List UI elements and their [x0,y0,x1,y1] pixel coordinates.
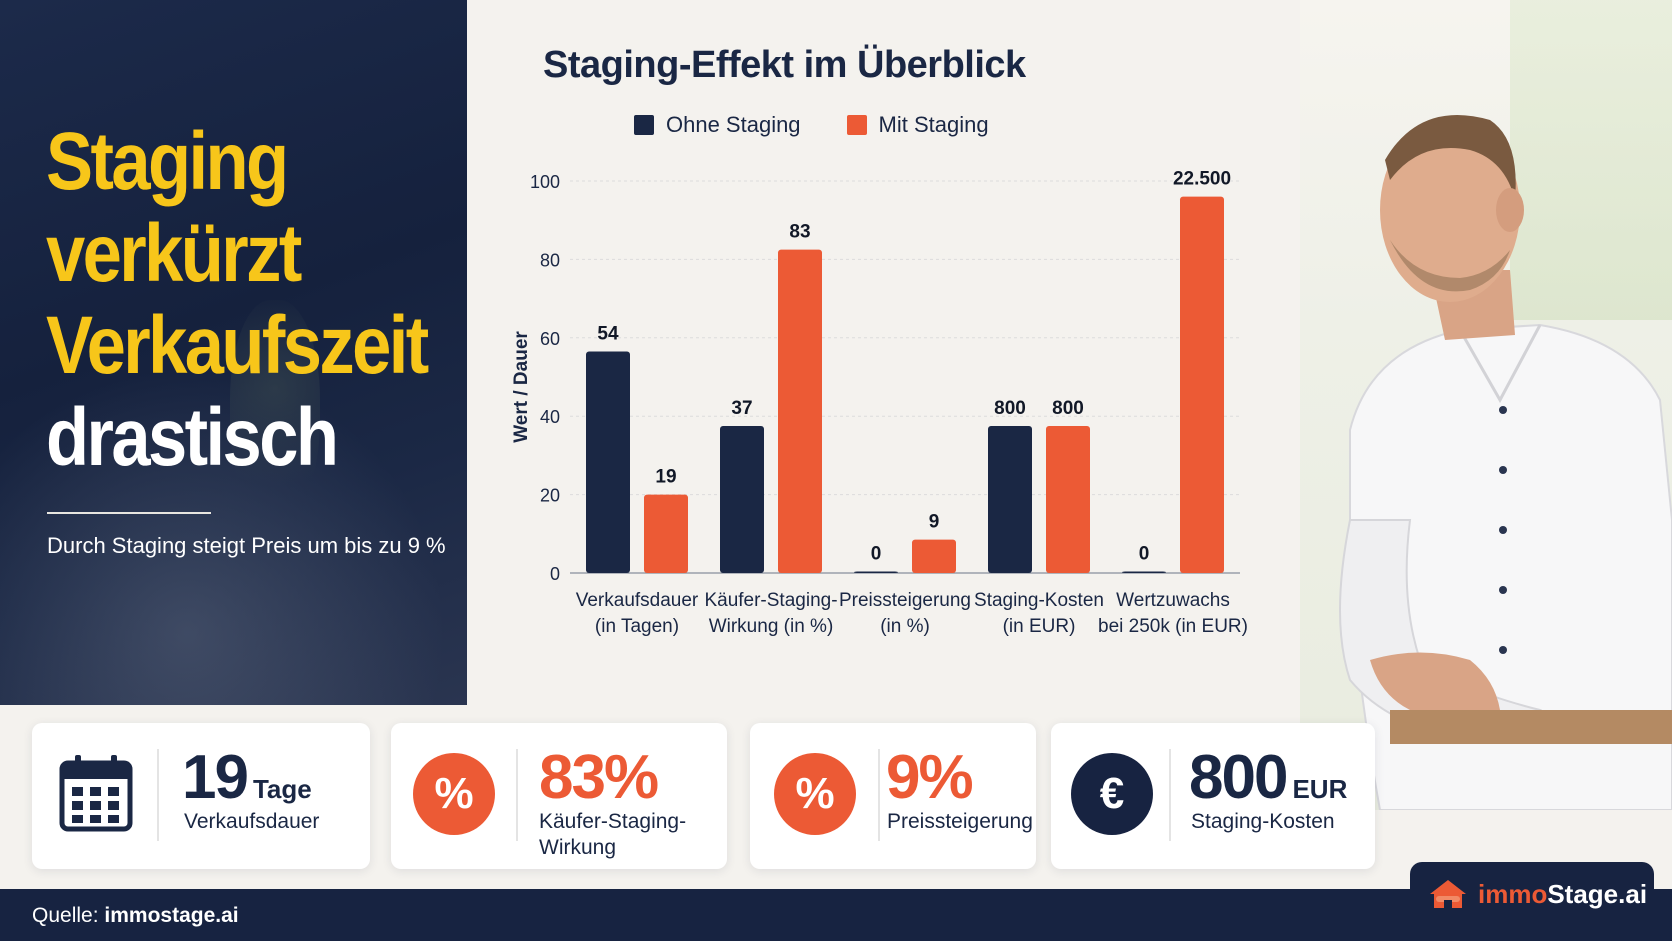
stat-value: 800 EUR [1189,743,1347,824]
headline-line-1: Staging [46,116,289,207]
x-tick-label: Wertzuwachs [1116,590,1230,611]
brand-logo: immoStage.ai [1410,862,1654,926]
y-tick-label: 40 [540,407,560,427]
bar-ohne-3 [988,426,1032,573]
percent-icon: % [774,753,856,835]
chart-title: Staging-Effekt im Überblick [543,44,1026,86]
x-tick-label: (in EUR) [1003,616,1076,637]
stat-label: Preissteigerung [887,810,1033,833]
legend-item-ohne-staging: Ohne Staging [634,112,801,138]
data-label: 0 [1139,544,1150,565]
house-logo-icon [1430,880,1466,908]
headline: Staging verkürzt Verkaufszeit drastisch [46,116,429,484]
stat-label-line-2: Wirkung [539,836,617,859]
x-tick-label: Staging-Kosten [974,590,1104,611]
calendar-icon [59,755,133,832]
logo-text-part-1: immo [1478,878,1548,909]
data-label: 37 [731,398,752,419]
euro-icon: € [1071,753,1153,835]
stat-number: 800 [1189,743,1288,812]
bar-ohne-4 [1122,571,1166,573]
y-tick-label: 80 [540,250,560,270]
percent-icon: % [413,753,495,835]
card-divider [878,749,880,841]
data-label: 800 [994,398,1026,419]
window-light [1510,0,1672,320]
bar-ohne-1 [720,426,764,573]
x-tick-label: Verkaufsdauer [576,590,699,611]
headline-divider [47,512,211,514]
bar-ohne-2 [854,571,898,573]
card-divider [157,749,159,841]
y-axis-label: Wert / Dauer [511,331,532,443]
stat-label-line-1: Käufer-Staging- [539,810,687,833]
stat-label: Verkaufsdauer [184,810,320,833]
stat-unit: Tage [252,774,312,804]
data-label: 9 [929,512,940,533]
bar-mit-0 [644,494,688,573]
stat-number: 83% [539,743,659,812]
data-label: 19 [655,467,676,488]
source-name: immostage.ai [104,904,239,927]
data-label: 22.500 [1173,169,1231,190]
card-divider [1169,749,1171,841]
stat-number: 9% [886,743,974,812]
legend-label-mit-staging: Mit Staging [878,112,989,137]
y-tick-label: 0 [550,564,560,584]
headline-line-4: drastisch [46,392,339,483]
bar-mit-3 [1046,426,1090,573]
y-tick-label: 20 [540,486,560,506]
plant-shadow [230,300,320,520]
stat-unit: EUR [1292,774,1348,804]
x-tick-label: Käufer-Staging- [704,590,837,611]
stat-label: Staging-Kosten [1191,810,1335,833]
headline-panel [0,0,467,705]
card-divider [516,749,518,841]
legend-label-ohne-staging: Ohne Staging [666,112,801,137]
stat-card-staging-kosten: € 800 EUR Staging-Kosten [1051,723,1375,869]
chart-legend: Ohne Staging Mit Staging [634,112,989,138]
logo-text: immoStage.ai [1478,879,1647,910]
x-tick-label: (in Tagen) [595,616,679,637]
stat-value: 19 Tage [182,743,312,824]
stat-number: 19 [182,743,249,812]
data-label: 800 [1052,398,1084,419]
headline-line-2: verkürzt [46,208,302,299]
bar-chart: 0 20 40 60 80 100 Wert / Dauer 54 19 Verkaufsdaue… [511,169,1248,637]
source-prefix: Quelle: [32,904,99,927]
stat-card-kaeufer-wirkung: % 83% Käufer-Staging- Wirkung [391,723,727,869]
stat-card-preissteigerung: % 9% Preissteigerung [750,723,1036,869]
x-tick-label: Preissteigerung [839,590,971,611]
legend-swatch-mit-staging [846,115,867,135]
legend-swatch-ohne-staging [634,115,654,135]
x-tick-label: (in %) [880,616,930,637]
subline: Durch Staging steigt Preis um bis zu 9 % [47,533,446,558]
legend-item-mit-staging: Mit Staging [846,112,989,138]
logo-text-part-2: Stage.ai [1547,878,1648,909]
headline-line-3: Verkaufszeit [46,300,429,391]
footer-bar [0,889,1672,941]
y-tick-label: 100 [530,172,560,192]
data-label: 0 [871,544,882,565]
bar-mit-4 [1180,196,1224,573]
x-tick-label: bei 250k (in EUR) [1098,616,1248,637]
data-label: 83 [789,222,810,243]
y-tick-label: 60 [540,329,560,349]
bar-mit-1 [778,249,822,573]
x-tick-label: Wirkung (in %) [709,616,834,637]
man-photo [1339,115,1672,810]
bar-ohne-0 [586,351,630,573]
source-note: Quelle: immostage.ai [32,904,239,928]
stat-label: Käufer-Staging- Wirkung [539,809,686,861]
stat-card-verkaufsdauer: 19 Tage Verkaufsdauer [32,723,370,869]
bar-mit-2 [912,539,956,573]
data-label: 54 [597,324,619,345]
